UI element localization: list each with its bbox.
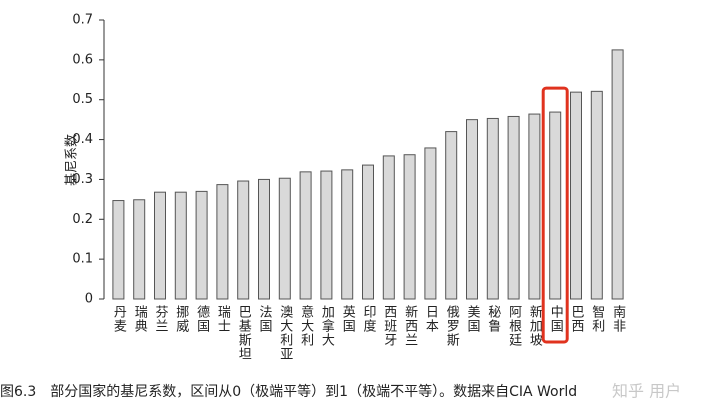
bar xyxy=(486,117,499,300)
bar xyxy=(403,154,416,300)
bar xyxy=(174,191,187,300)
x-tick-label: 英国 xyxy=(340,305,356,333)
x-tick-label: 瑞士 xyxy=(215,305,231,333)
x-tick-label: 日本 xyxy=(423,305,439,333)
bar xyxy=(424,147,437,300)
x-tick-label: 智利 xyxy=(589,305,605,333)
y-axis-label: 基尼系数 xyxy=(65,134,80,186)
bar xyxy=(195,190,208,300)
bar xyxy=(258,178,270,300)
x-tick-label: 意大利 xyxy=(298,304,314,347)
bar xyxy=(341,169,354,300)
x-tick-label: 挪威 xyxy=(173,305,189,333)
bar xyxy=(362,164,374,300)
x-tick-label: 阿根廷 xyxy=(506,305,522,347)
x-tick-label: 俄罗斯 xyxy=(444,305,460,347)
bar xyxy=(570,91,582,300)
x-tick-label: 瑞典 xyxy=(132,305,148,333)
bar xyxy=(611,49,624,300)
bar xyxy=(382,155,395,300)
bar xyxy=(278,177,291,300)
x-tick-label: 澳大利亚 xyxy=(277,304,293,361)
bar xyxy=(216,184,229,300)
y-tick-label: 0.7 xyxy=(72,13,93,28)
x-tick-label: 新西兰 xyxy=(402,304,418,347)
y-tick-label: 0.4 xyxy=(72,132,93,147)
bar xyxy=(133,199,146,300)
bar xyxy=(154,191,166,300)
y-tick-label: 0.3 xyxy=(72,172,93,187)
bar xyxy=(237,180,250,300)
bar xyxy=(112,200,125,300)
bar xyxy=(528,113,541,300)
x-tick-label: 美国 xyxy=(465,305,481,333)
x-tick-label: 中国 xyxy=(548,305,563,333)
y-tick-label: 0.1 xyxy=(72,252,93,267)
watermark: 知乎 用户 xyxy=(612,382,681,401)
x-tick-label: 巴西 xyxy=(569,305,585,333)
y-tick-label: 0.5 xyxy=(72,92,93,107)
y-tick-label: 0 xyxy=(85,292,93,307)
highlight-box xyxy=(541,86,569,344)
x-tick-label: 丹麦 xyxy=(111,305,127,333)
y-tick-label: 0.6 xyxy=(72,52,93,67)
x-tick-label: 印度 xyxy=(361,305,377,333)
x-tick-label: 巴基斯坦 xyxy=(236,305,252,361)
bar xyxy=(590,90,603,300)
x-tick-label: 秘鲁 xyxy=(485,305,501,333)
bar xyxy=(320,170,333,300)
x-tick-label: 新加坡 xyxy=(527,304,543,347)
y-tick-label: 0.2 xyxy=(72,212,93,227)
x-tick-label: 芬兰 xyxy=(153,305,169,333)
bar xyxy=(445,131,458,300)
x-tick-label: 法国 xyxy=(257,305,273,333)
bar xyxy=(466,119,478,300)
bar xyxy=(549,111,562,300)
x-tick-label: 南非 xyxy=(610,304,626,333)
bar xyxy=(507,115,520,300)
bar xyxy=(299,171,312,300)
x-tick-label: 加拿大 xyxy=(319,305,335,347)
x-tick-label: 西班牙 xyxy=(381,305,397,347)
x-tick-label: 德国 xyxy=(194,305,210,333)
caption: 图6.3 部分国家的基尼系数，区间从0（极端平等）到1（极端不平等）。数据来自C… xyxy=(0,383,577,400)
